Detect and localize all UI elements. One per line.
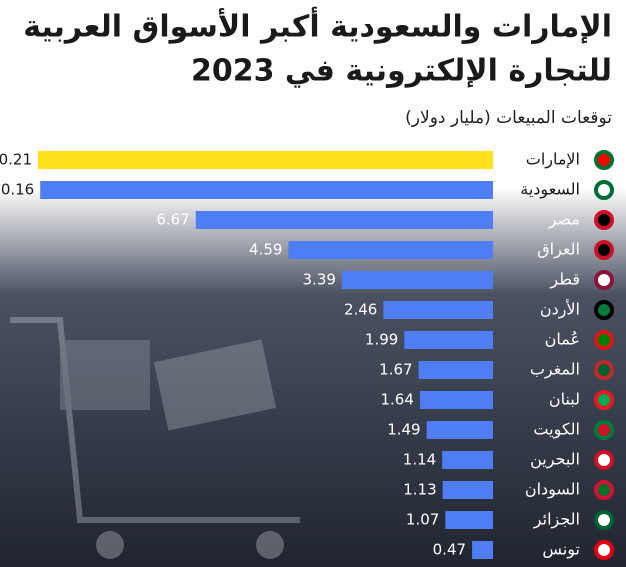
value-label: 2.46 [344,301,377,319]
flag-icon [594,420,614,440]
flag-icon [594,360,614,380]
flag-icon [594,300,614,320]
category-label: المغرب [530,360,580,380]
category-label: البحرين [530,450,580,470]
category-label: عُمان [545,330,580,349]
bar [404,331,493,349]
value-label: 10.21 [0,151,32,169]
value-label: 1.07 [406,511,439,529]
bar [419,391,493,409]
value-label: 1.13 [403,481,436,499]
category-label: السعودية [520,180,580,200]
value-label: 1.49 [387,421,420,439]
flag-icon [594,270,614,290]
bar [426,421,493,439]
flag-icon [594,330,614,350]
category-label: قطر [549,270,580,290]
category-label: الإمارات [526,150,580,170]
category-label: مصر [548,210,580,230]
bar [38,151,493,169]
category-label: تونس [542,540,580,560]
value-label: 1.99 [365,331,398,349]
bar [472,541,493,559]
category-label: الجزائر [533,510,580,530]
flag-icon [594,180,614,200]
category-label: الكويت [533,420,580,440]
category-label: العراق [537,240,580,260]
bar [341,271,493,289]
flag-icon [594,240,614,260]
bar [195,211,494,229]
chart-title: الإمارات والسعودية أكبر الأسواق العربية [23,7,612,45]
category-label: الأردن [540,299,580,320]
value-label: 3.39 [303,271,336,289]
bar [442,481,493,499]
flag-icon [594,450,614,470]
flag-icon [594,480,614,500]
value-label: 1.64 [381,391,414,409]
flag-icon [594,510,614,530]
value-label: 0.47 [433,541,466,559]
bar [383,301,493,319]
background-cart [10,317,300,559]
bar [418,361,493,379]
bar [288,241,493,259]
chart-subtitle: توقعات المبيعات (مليار دولار) [405,108,612,128]
category-label: لبنان [549,390,580,409]
value-label: 4.59 [249,241,282,259]
chart-title: للتجارة الإلكترونية في 2023 [191,54,612,89]
category-label: السودان [525,480,580,500]
bar [40,181,493,199]
flag-icon [594,210,614,230]
value-label: 10.16 [0,181,34,199]
value-label: 6.67 [156,211,189,229]
flag-icon [594,390,614,410]
bar [445,511,493,529]
value-label: 1.14 [403,451,436,469]
bar [442,451,493,469]
flag-icon [594,150,614,170]
value-label: 1.67 [379,361,412,379]
flag-icon [594,540,614,560]
